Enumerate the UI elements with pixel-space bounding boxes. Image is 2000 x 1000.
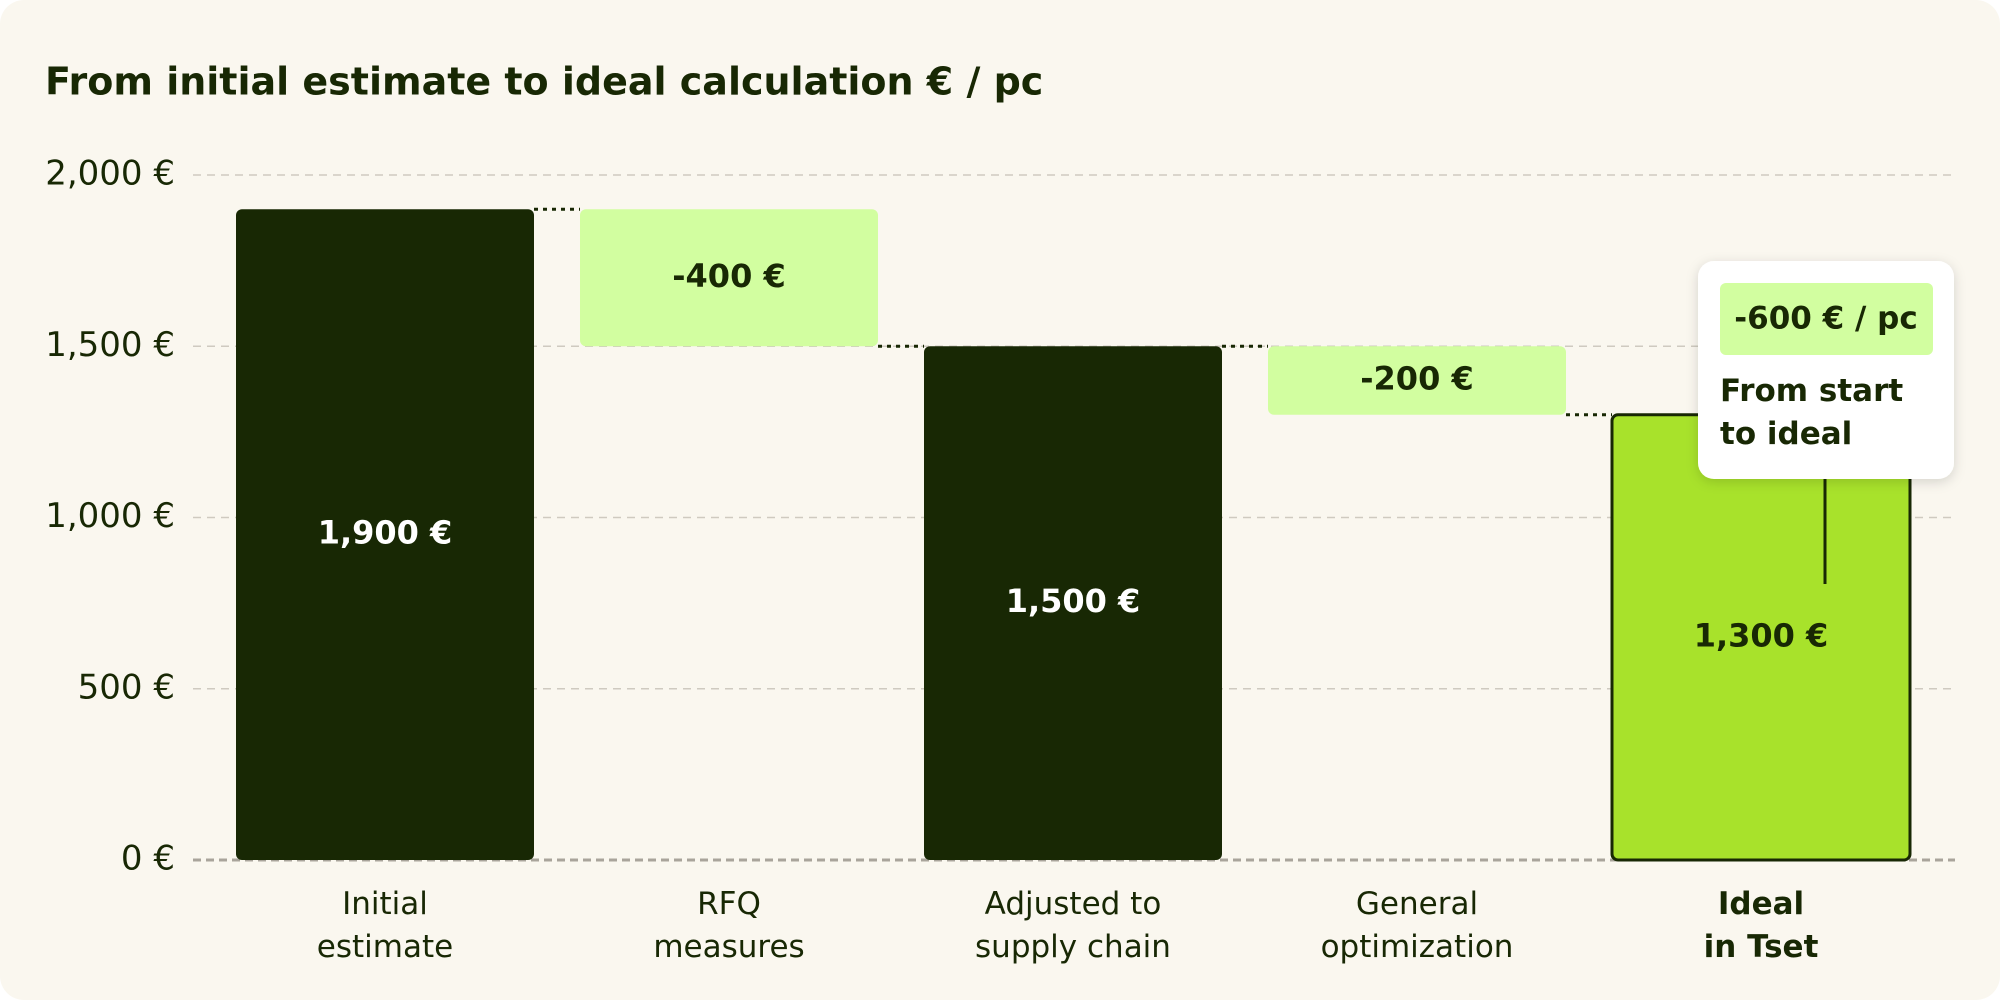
- callout-text: From start to ideal: [1720, 373, 1903, 452]
- y-tick-label: 2,000 €: [45, 154, 175, 194]
- bar: [236, 209, 534, 860]
- value-label: -400 €: [672, 257, 785, 295]
- value-label: 1,900 €: [318, 514, 453, 552]
- bar: [924, 346, 1222, 860]
- bar: [1268, 346, 1566, 415]
- x-tick-label: Adjusted to supply chain: [975, 886, 1171, 965]
- y-tick-label: 500 €: [78, 667, 175, 707]
- value-label: 1,300 €: [1694, 616, 1829, 654]
- x-tick-label: Ideal in Tset: [1704, 886, 1819, 965]
- value-label: 1,500 €: [1006, 582, 1141, 620]
- callout-label: -600 € / pc: [1734, 301, 1917, 337]
- value-label: -200 €: [1360, 360, 1473, 398]
- x-tick-label: RFQ measures: [653, 886, 804, 965]
- y-tick-label: 1,500 €: [45, 325, 175, 365]
- y-tick-label: 0 €: [121, 839, 175, 879]
- bar: [580, 209, 878, 347]
- callout-badge: [1720, 283, 1933, 355]
- y-tick-label: 1,000 €: [45, 496, 175, 536]
- chart-title: From initial estimate to ideal calculati…: [45, 60, 1043, 104]
- x-tick-label: General optimization: [1321, 886, 1514, 965]
- x-tick-label: Initial estimate: [317, 886, 453, 965]
